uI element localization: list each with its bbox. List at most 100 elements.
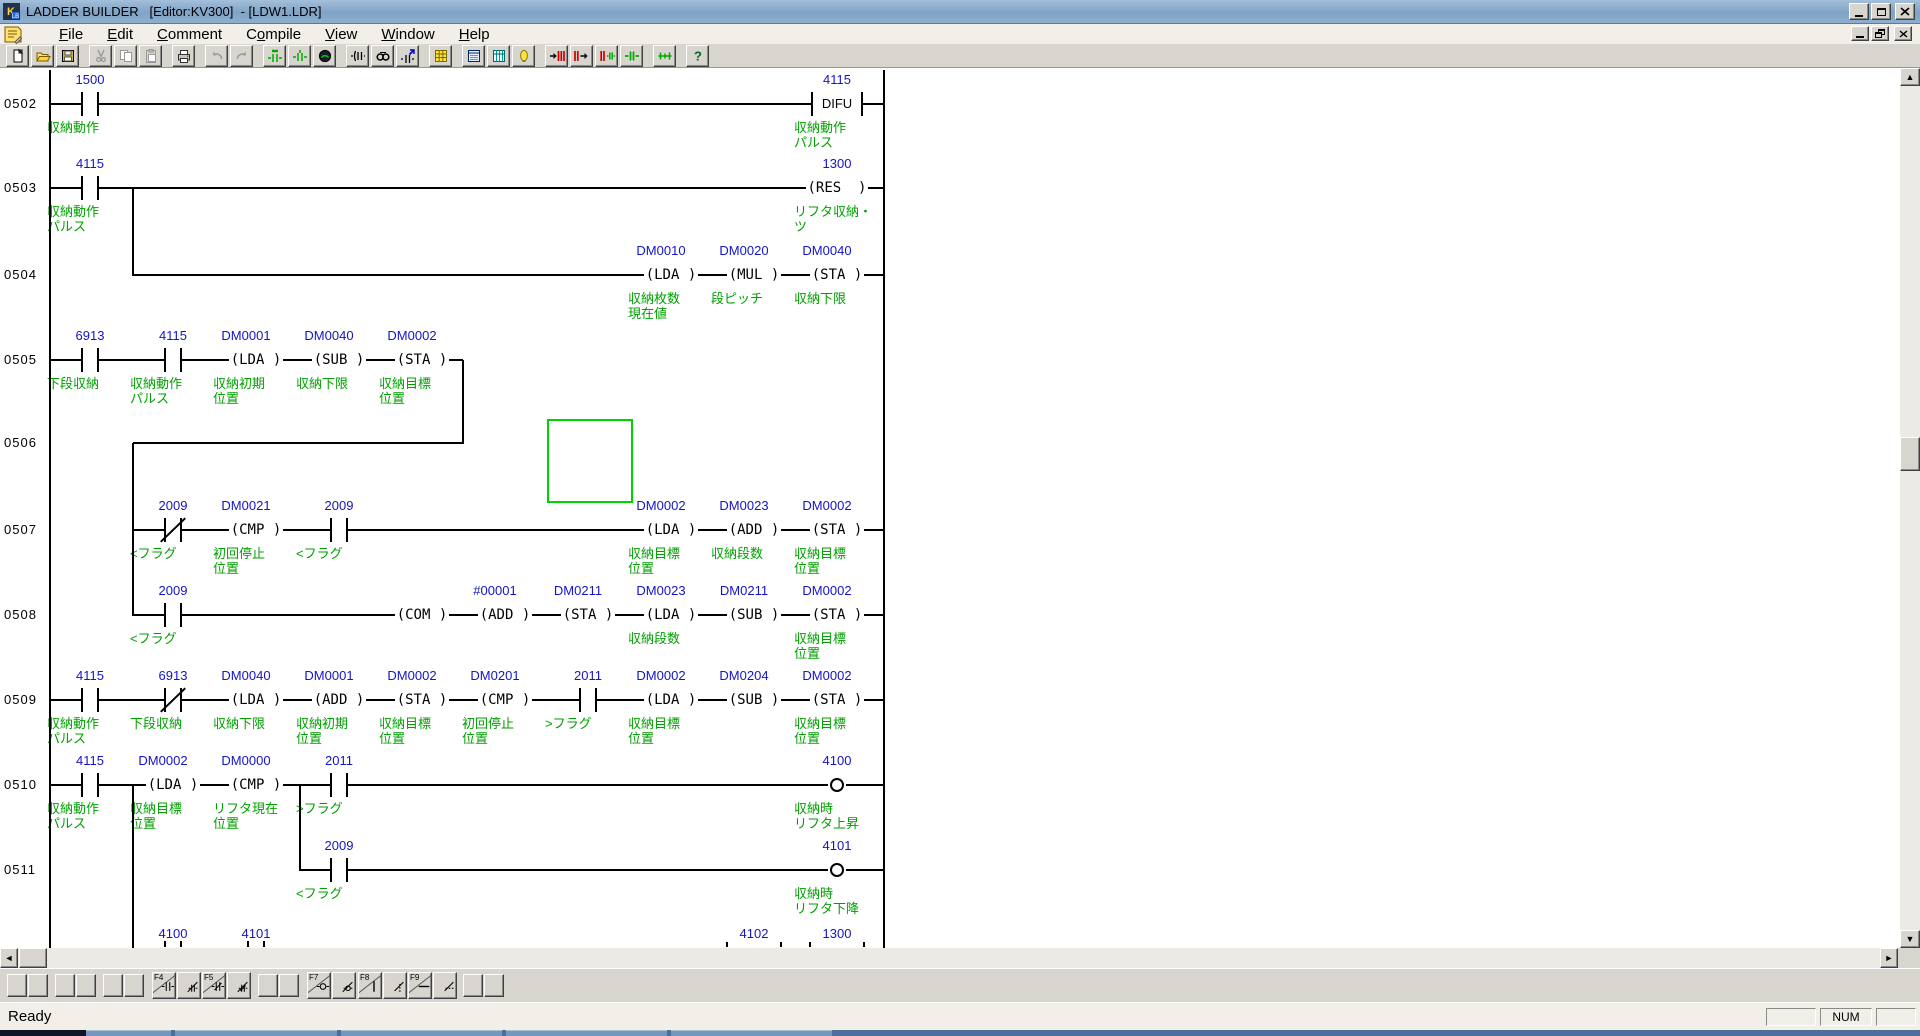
- contact-no[interactable]: [77, 90, 105, 118]
- instruction-block-sta[interactable]: (STA ): [561, 605, 615, 625]
- fn-button-f7-shift[interactable]: [332, 972, 356, 999]
- toolbar-button-jump-in[interactable]: [545, 45, 568, 67]
- fn-button-blank-1-0[interactable]: [55, 974, 75, 997]
- contact-no[interactable]: [326, 856, 354, 884]
- mdi-restore-button[interactable]: [1871, 26, 1889, 41]
- instruction-block-mul[interactable]: (MUL ): [727, 265, 781, 285]
- instruction-block-add[interactable]: (ADD ): [312, 690, 366, 710]
- toolbar-button-copy[interactable]: [114, 45, 137, 67]
- instruction-block-lda[interactable]: (LDA ): [229, 690, 283, 710]
- instruction-block-sta[interactable]: (STA ): [395, 690, 449, 710]
- toolbar-button-monitor-contact-bar[interactable]: [288, 45, 311, 67]
- h-scrollbar[interactable]: ◄ ►: [0, 948, 1898, 968]
- taskbar-window-button[interactable]: [671, 1030, 832, 1036]
- contact-no[interactable]: [77, 174, 105, 202]
- toolbar-button-rung-connect[interactable]: [653, 45, 676, 67]
- toolbar-button-insert-column[interactable]: [595, 45, 618, 67]
- taskbar-window-button[interactable]: [341, 1030, 502, 1036]
- instruction-block-sta[interactable]: (STA ): [810, 690, 864, 710]
- toolbar-button-paste[interactable]: [139, 45, 162, 67]
- mdi-minimize-button[interactable]: [1851, 26, 1869, 41]
- menu-help[interactable]: Help: [458, 25, 490, 43]
- menu-comment[interactable]: Comment: [157, 25, 223, 43]
- contact-no[interactable]: [160, 346, 188, 374]
- instruction-block-lda[interactable]: (LDA ): [644, 265, 698, 285]
- fn-button-f4-shift[interactable]: [177, 972, 201, 999]
- contact-no[interactable]: [575, 686, 603, 714]
- toolbar-button-bracket-contact[interactable]: [346, 45, 369, 67]
- coil-output[interactable]: [830, 778, 844, 792]
- toolbar-button-cut[interactable]: [89, 45, 112, 67]
- instruction-block-sta[interactable]: (STA ): [395, 350, 449, 370]
- instruction-block-cmp[interactable]: (CMP ): [478, 690, 532, 710]
- instruction-block-com[interactable]: (COM ): [395, 605, 449, 625]
- fn-button-f8-shift[interactable]: [383, 972, 407, 999]
- fn-button-blank-5-0[interactable]: [258, 974, 278, 997]
- fn-button-blank-5-1[interactable]: [279, 974, 299, 997]
- fn-button-blank-2-1[interactable]: [124, 974, 144, 997]
- fn-button-f7[interactable]: F7: [307, 972, 331, 999]
- instruction-block-sub[interactable]: (SUB ): [727, 690, 781, 710]
- instruction-block-sta[interactable]: (STA ): [810, 265, 864, 285]
- fn-button-f9-shift[interactable]: [433, 972, 457, 999]
- toolbar-button-undo[interactable]: [205, 45, 228, 67]
- instruction-block-cmp[interactable]: (CMP ): [229, 520, 283, 540]
- fn-button-f4[interactable]: F4: [152, 972, 176, 999]
- taskbar-window-button[interactable]: [86, 1030, 171, 1036]
- toolbar-button-monitor-contact[interactable]: [263, 45, 286, 67]
- instruction-block-cmp[interactable]: (CMP ): [229, 775, 283, 795]
- toolbar-button-monitor-mode[interactable]: [313, 45, 336, 67]
- toolbar-button-insert-contact[interactable]: [620, 45, 643, 67]
- toolbar-button-find-device[interactable]: [396, 45, 419, 67]
- fn-button-blank-9-0[interactable]: [463, 974, 483, 997]
- contact-nc[interactable]: [160, 686, 188, 714]
- fn-button-blank-1-1[interactable]: [76, 974, 96, 997]
- contact-no[interactable]: [160, 601, 188, 629]
- instruction-block-lda[interactable]: (LDA ): [644, 690, 698, 710]
- fn-button-blank-0-1[interactable]: [28, 974, 48, 997]
- toolbar-button-save-file[interactable]: [56, 45, 79, 67]
- coil-output[interactable]: [830, 863, 844, 877]
- instruction-block-lda[interactable]: (LDA ): [644, 605, 698, 625]
- contact-no[interactable]: [77, 771, 105, 799]
- taskbar-window-button[interactable]: [175, 1030, 337, 1036]
- contact-no[interactable]: [77, 346, 105, 374]
- toolbar-button-new-file[interactable]: [6, 45, 29, 67]
- menu-view[interactable]: View: [325, 25, 358, 43]
- fn-button-blank-0-0[interactable]: [7, 974, 27, 997]
- instruction-block-sub[interactable]: (SUB ): [312, 350, 366, 370]
- toolbar-button-find[interactable]: [371, 45, 394, 67]
- toolbar-button-redo[interactable]: [230, 45, 253, 67]
- fn-button-f5-shift[interactable]: [227, 972, 251, 999]
- scroll-left-button[interactable]: ◄: [0, 948, 18, 968]
- fn-button-f5[interactable]: F5: [202, 972, 226, 999]
- instruction-block-lda[interactable]: (LDA ): [229, 350, 283, 370]
- instruction-block-add[interactable]: (ADD ): [727, 520, 781, 540]
- toolbar-button-comment-lamp[interactable]: [512, 45, 535, 67]
- toolbar-button-open-file[interactable]: [31, 45, 54, 67]
- toolbar-button-jump-out[interactable]: [570, 45, 593, 67]
- contact-no[interactable]: [326, 771, 354, 799]
- h-scroll-thumb[interactable]: [19, 948, 47, 968]
- fn-button-f8[interactable]: F8: [358, 972, 382, 999]
- taskbar-window-button[interactable]: [506, 1030, 667, 1036]
- ladder-editor[interactable]: 0502 1500 収納動作 DIFU 4115 収納動作 パルス 0503 4115 収納動作パ…: [0, 68, 1900, 948]
- v-scroll-thumb[interactable]: [1900, 437, 1920, 471]
- contact-no[interactable]: [326, 516, 354, 544]
- toolbar-button-window-list[interactable]: [462, 45, 485, 67]
- menu-window[interactable]: Window: [381, 25, 435, 43]
- instruction-block-difu[interactable]: DIFU: [821, 96, 853, 111]
- toolbar-button-ladder-view[interactable]: [487, 45, 510, 67]
- menu-edit[interactable]: Edit: [107, 25, 134, 43]
- instruction-block-sta[interactable]: (STA ): [810, 605, 864, 625]
- minimize-button[interactable]: [1849, 3, 1869, 20]
- fn-button-blank-2-0[interactable]: [103, 974, 123, 997]
- fn-button-f9[interactable]: F9: [408, 972, 432, 999]
- menu-file[interactable]: File: [59, 25, 84, 43]
- scroll-down-button[interactable]: ▼: [1900, 930, 1920, 948]
- toolbar-button-help[interactable]: ?: [686, 45, 709, 67]
- menu-compile[interactable]: Compile: [246, 25, 302, 43]
- v-scrollbar[interactable]: ▲ ▼: [1900, 68, 1920, 948]
- mdi-close-button[interactable]: [1894, 26, 1912, 41]
- instruction-block-sta[interactable]: (STA ): [810, 520, 864, 540]
